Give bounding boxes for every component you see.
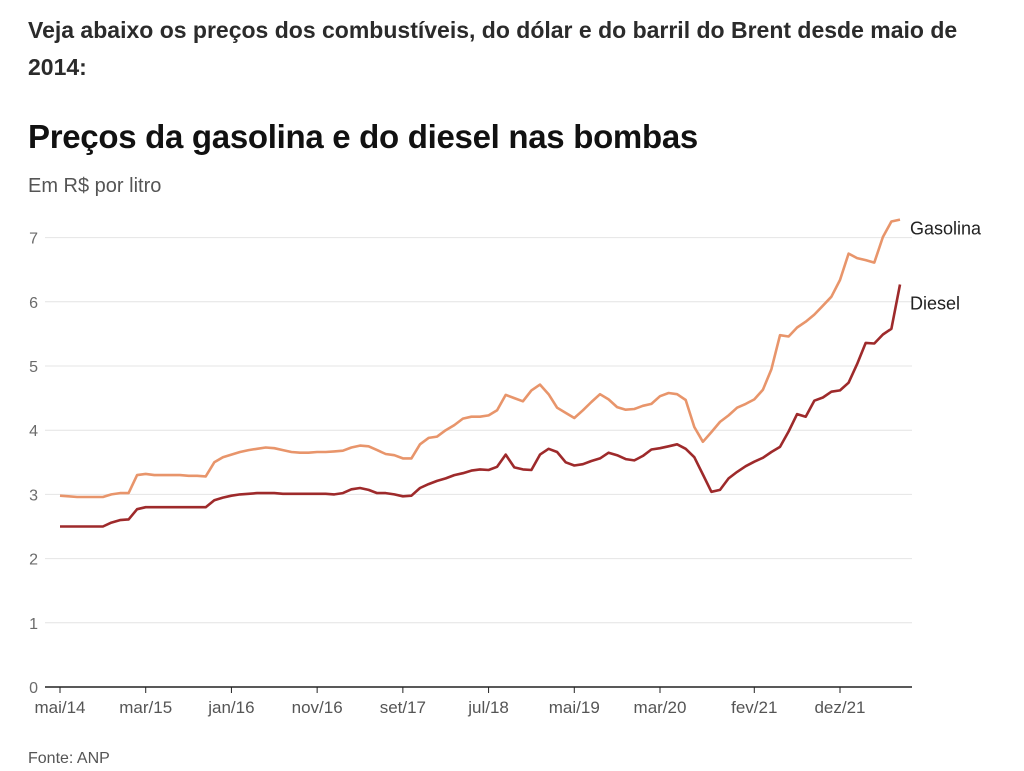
y-tick-label: 5 [29, 359, 38, 376]
y-tick-label: 7 [29, 231, 38, 248]
x-tick-label: nov/16 [292, 698, 343, 717]
x-tick-label: jan/16 [207, 698, 254, 717]
x-tick-label: set/17 [380, 698, 426, 717]
chart-title: Preços da gasolina e do diesel nas bomba… [28, 118, 698, 155]
source-note: Fonte: ANP [28, 750, 110, 767]
y-tick-label: 2 [29, 552, 38, 569]
y-axis-ticks: 0 1 2 3 4 5 6 7 [29, 231, 38, 697]
grid-lines [45, 237, 912, 624]
intro-text: Veja abaixo os preços dos combustíveis, … [28, 17, 958, 80]
y-tick-label: 3 [29, 487, 38, 504]
series-line-gasolina [59, 218, 901, 499]
series-label-diesel: Diesel [910, 293, 960, 313]
x-tick-label: fev/21 [731, 698, 777, 717]
series-labels: Gasolina Diesel [910, 219, 982, 314]
x-tick-label: dez/21 [814, 698, 865, 717]
x-tick-label: mar/15 [119, 698, 172, 717]
x-axis-ticks: mai/14 mar/15 jan/16 nov/16 set/17 jul/18 mai/… [34, 687, 866, 717]
y-tick-label: 1 [29, 616, 38, 633]
x-tick-label: mai/14 [34, 698, 85, 717]
series-lines [59, 218, 902, 528]
y-tick-label: 0 [29, 680, 38, 697]
x-tick-label: mai/19 [549, 698, 600, 717]
series-label-gasolina: Gasolina [910, 219, 982, 239]
y-tick-label: 4 [29, 423, 38, 440]
x-tick-label: jul/18 [467, 698, 509, 717]
chart-subtitle: Em R$ por litro [28, 175, 162, 197]
y-tick-label: 6 [29, 295, 38, 312]
x-tick-label: mar/20 [634, 698, 687, 717]
series-line-diesel [60, 284, 902, 528]
